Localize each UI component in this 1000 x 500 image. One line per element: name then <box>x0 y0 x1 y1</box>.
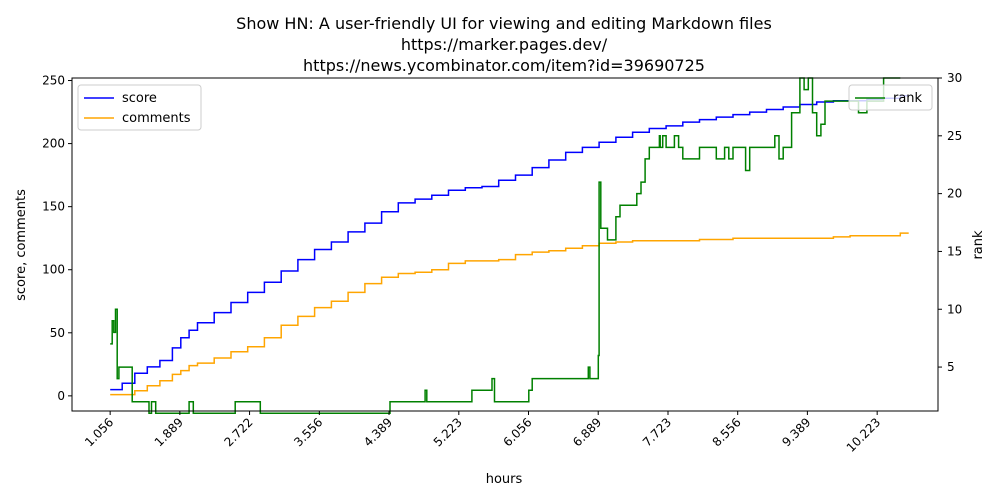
y-left-tick-label: 250 <box>42 74 65 88</box>
chart-title-line-1: Show HN: A user-friendly UI for viewing … <box>236 14 772 33</box>
x-tick-label: 10.223 <box>844 415 884 455</box>
y-left-tick-label: 0 <box>57 389 65 403</box>
series-line-rank <box>110 77 901 415</box>
y-left-tick-label: 100 <box>42 263 65 277</box>
legend-box-right <box>848 84 933 111</box>
legend-label-comments: comments <box>122 111 191 126</box>
y-right-tick-label: 5 <box>947 360 955 374</box>
y-right-tick-label: 30 <box>947 71 962 85</box>
y-axis-label-right: rank <box>971 230 986 260</box>
x-tick-label: 6.056 <box>500 415 534 449</box>
x-tick-label: 8.556 <box>710 415 744 449</box>
legend-label-score: score <box>122 91 157 106</box>
y-right-tick-label: 15 <box>947 244 962 258</box>
x-tick-label: 1.889 <box>152 415 186 449</box>
x-tick-label: 9.389 <box>779 415 813 449</box>
x-tick-label: 5.223 <box>431 415 465 449</box>
x-tick-label: 2.722 <box>221 415 255 449</box>
series-line-comments <box>110 232 909 396</box>
y-right-tick-label: 25 <box>947 129 962 143</box>
y-axis-label-left: score, comments <box>14 189 29 301</box>
y-left-tick-label: 150 <box>42 200 65 214</box>
x-tick-label: 4.389 <box>361 415 395 449</box>
series-line-score <box>110 94 909 391</box>
plot-frame <box>71 77 939 412</box>
chart-title-line-3: https://news.ycombinator.com/item?id=396… <box>303 56 705 75</box>
x-tick-label: 1.056 <box>82 415 116 449</box>
chart-title: Show HN: A user-friendly UI for viewing … <box>236 14 772 75</box>
x-tick-label: 7.723 <box>640 415 674 449</box>
legend-label-rank: rank <box>893 91 923 106</box>
x-axis-label: hours <box>486 472 523 487</box>
y-right-tick-label: 10 <box>947 302 962 316</box>
y-left-tick-label: 50 <box>50 326 65 340</box>
y-right-tick-label: 20 <box>947 187 962 201</box>
chart-title-line-2: https://marker.pages.dev/ <box>401 35 608 54</box>
series-layer <box>110 77 909 415</box>
x-tick-label: 3.556 <box>291 415 325 449</box>
x-tick-label: 6.889 <box>570 415 604 449</box>
legend-layer: score comments rank <box>77 84 933 131</box>
y-left-tick-label: 200 <box>42 137 65 151</box>
